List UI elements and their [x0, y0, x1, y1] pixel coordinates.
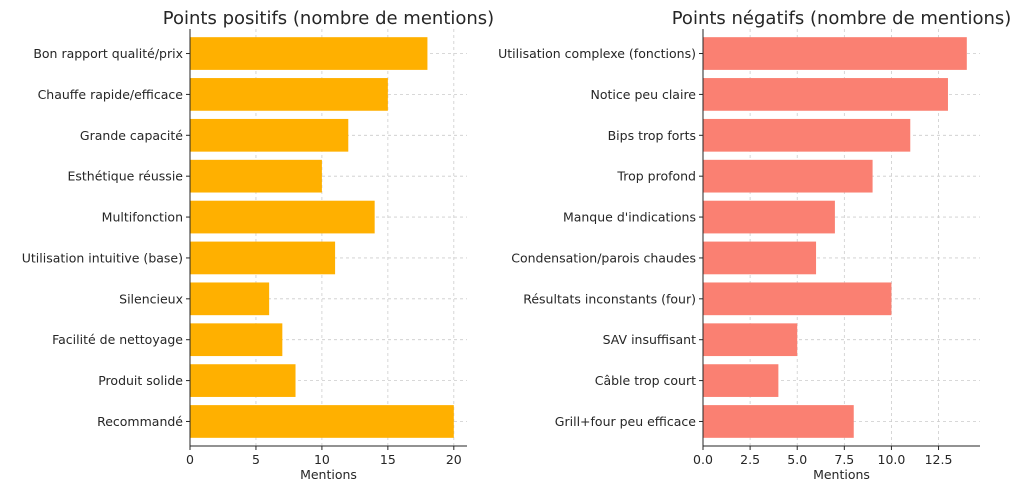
- negative-x-tick-label: 0.0: [693, 452, 713, 467]
- negative-x-tick-label: 10.0: [878, 452, 906, 467]
- negative-bars: [703, 37, 967, 438]
- positive-bar: [190, 241, 336, 275]
- positive-category-label: Esthétique réussie: [68, 169, 184, 184]
- positive-bar: [190, 78, 388, 111]
- positive-category-label: Grande capacité: [80, 128, 183, 143]
- positive-category-label: Produit solide: [98, 373, 183, 388]
- negative-category-label: SAV insuffisant: [603, 332, 696, 347]
- negative-category-label: Manque d'indications: [563, 210, 696, 225]
- positive-category-label: Bon rapport qualité/prix: [33, 46, 183, 61]
- positive-x-tick-label: 20: [446, 452, 462, 467]
- positive-bar: [190, 37, 428, 70]
- negative-x-ticks: 0.0 2.5 5.0 7.5 10.0 12.5: [693, 446, 952, 467]
- positive-x-tick-label: 5: [252, 452, 260, 467]
- positive-category-label: Chauffe rapide/efficace: [38, 87, 184, 102]
- negative-bar: [703, 241, 817, 275]
- negative-bar: [703, 405, 854, 438]
- positive-category-label: Facilité de nettoyage: [52, 332, 183, 347]
- negative-x-axis-label: Mentions: [813, 467, 870, 482]
- negative-bar: [703, 118, 911, 152]
- positive-bar: [190, 405, 454, 438]
- negative-x-tick-label: 7.5: [834, 452, 854, 467]
- negative-x-tick-label: 2.5: [740, 452, 760, 467]
- positive-bar: [190, 282, 270, 316]
- negative-category-label: Condensation/parois chaudes: [511, 250, 696, 265]
- positive-bar: [190, 323, 283, 357]
- positive-category-label: Multifonction: [102, 210, 183, 225]
- negative-category-label: Utilisation complexe (fonctions): [498, 46, 696, 61]
- positive-x-axis-label: Mentions: [300, 467, 357, 482]
- negative-category-label: Notice peu claire: [591, 87, 697, 102]
- negative-bar: [703, 200, 835, 234]
- positive-axes: [189, 29, 467, 447]
- negative-category-labels: Utilisation complexe (fonctions) Notice p…: [498, 46, 703, 429]
- negative-x-tick-label: 12.5: [925, 452, 953, 467]
- positive-x-tick-label: 0: [186, 452, 194, 467]
- positive-points-chart: Points positifs (nombre de mentions) Bon…: [22, 8, 494, 482]
- negative-bar: [703, 159, 873, 193]
- negative-category-label: Trop profond: [616, 169, 696, 184]
- negative-x-tick-label: 5.0: [787, 452, 807, 467]
- negative-category-label: Bips trop forts: [608, 128, 696, 143]
- negative-bar: [703, 37, 967, 70]
- positive-bars: [190, 37, 454, 438]
- positive-chart-title: Points positifs (nombre de mentions): [163, 8, 494, 29]
- positive-x-ticks: 0 5 10 15 20: [186, 446, 462, 467]
- negative-axes: [702, 29, 980, 447]
- positive-x-tick-label: 15: [380, 452, 396, 467]
- negative-category-label: Câble trop court: [595, 373, 696, 388]
- negative-bar: [703, 323, 798, 357]
- negative-points-chart: Points négatifs (nombre de mentions) Uti…: [498, 8, 1011, 482]
- negative-bar: [703, 78, 948, 111]
- positive-bar: [190, 118, 349, 152]
- positive-bar: [190, 200, 375, 234]
- positive-category-labels: Bon rapport qualité/prix Chauffe rapide/e…: [22, 46, 190, 429]
- negative-bar: [703, 364, 779, 397]
- positive-category-label: Utilisation intuitive (base): [22, 250, 183, 265]
- positive-bar: [190, 159, 322, 193]
- negative-bar: [703, 282, 892, 316]
- negative-chart-title: Points négatifs (nombre de mentions): [672, 8, 1012, 29]
- positive-category-label: Recommandé: [97, 414, 183, 429]
- negative-category-label: Grill+four peu efficace: [555, 414, 697, 429]
- positive-category-label: Silencieux: [119, 291, 183, 306]
- positive-x-tick-label: 10: [314, 452, 330, 467]
- positive-bar: [190, 364, 296, 397]
- negative-category-label: Résultats inconstants (four): [523, 291, 696, 306]
